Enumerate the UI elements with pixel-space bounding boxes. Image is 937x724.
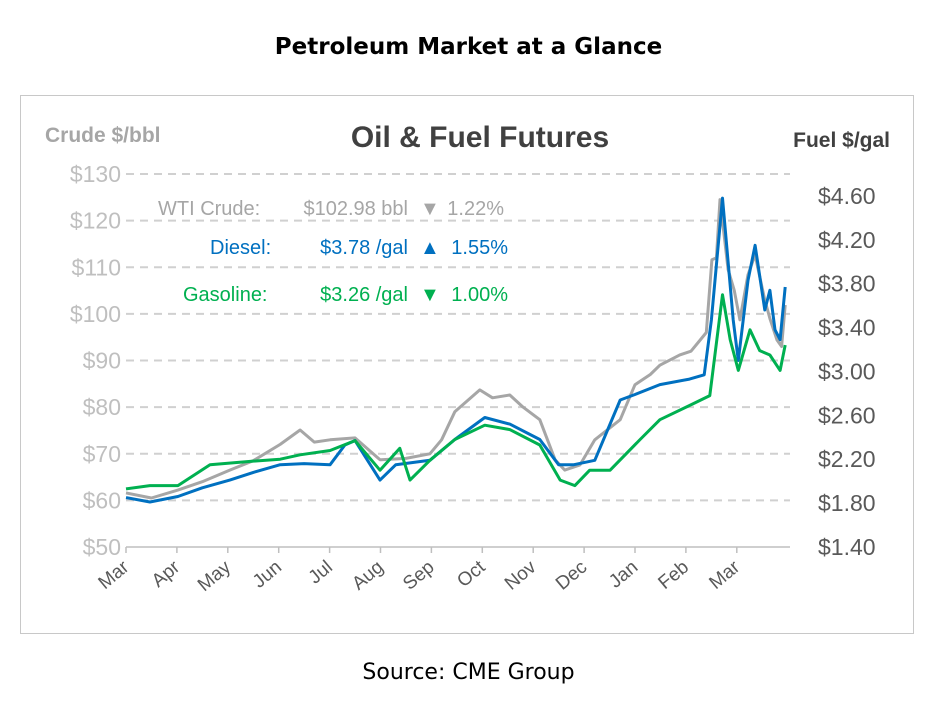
legend-price: $3.78 /gal xyxy=(320,237,408,259)
x-tick-label: Aug xyxy=(348,557,387,595)
left-tick-label: $50 xyxy=(83,534,121,560)
left-tick-label: $80 xyxy=(83,394,121,420)
x-tick-label: Jun xyxy=(249,557,286,593)
right-tick-label: $3.00 xyxy=(818,358,876,384)
left-tick-label: $130 xyxy=(70,161,121,187)
down-arrow-icon: ▼ xyxy=(420,198,440,220)
x-tick-label: May xyxy=(194,556,235,595)
series-line-diesel xyxy=(125,196,787,504)
right-tick-label: $3.80 xyxy=(818,271,876,297)
x-tick-label: Dec xyxy=(552,557,591,595)
left-tick-label: $70 xyxy=(83,441,121,467)
chart-title: Oil & Fuel Futures xyxy=(351,121,609,154)
right-tick-label: $2.20 xyxy=(818,446,876,472)
legend-change: 1.22% xyxy=(447,198,504,220)
legend-label: WTI Crude: xyxy=(158,198,260,220)
right-axis-label: Fuel $/gal xyxy=(793,129,890,152)
x-tick-label: Feb xyxy=(655,557,694,594)
left-tick-label: $90 xyxy=(83,348,121,374)
x-tick-label: Apr xyxy=(148,556,185,592)
x-tick-label: Jan xyxy=(605,557,642,593)
legend-price: $3.26 /gal xyxy=(320,284,408,306)
legend-change: 1.55% xyxy=(451,237,508,259)
right-tick-label: $4.20 xyxy=(818,227,876,253)
down-arrow-icon: ▼ xyxy=(420,284,440,306)
page-title: Petroleum Market at a Glance xyxy=(274,34,663,60)
left-axis-label: Crude $/bbl xyxy=(45,124,161,147)
x-tick-label: Sep xyxy=(399,557,438,595)
left-tick-label: $100 xyxy=(70,301,121,327)
left-tick-label: $110 xyxy=(72,254,121,280)
legend-label: Diesel: xyxy=(210,237,271,259)
right-tick-label: $1.40 xyxy=(818,534,876,560)
up-arrow-icon: ▲ xyxy=(420,237,440,259)
right-tick-label: $3.40 xyxy=(818,315,876,341)
legend-change: 1.00% xyxy=(451,284,508,306)
left-tick-label: $60 xyxy=(83,487,121,513)
legend-label: Gasoline: xyxy=(183,284,268,306)
x-tick-label: Oct xyxy=(453,556,490,592)
chart-frame xyxy=(20,95,914,634)
legend-price: $102.98 bbl xyxy=(303,198,408,220)
x-tick-label: Mar xyxy=(95,556,134,594)
x-tick-label: Nov xyxy=(501,556,541,594)
series-line-gasoline xyxy=(125,293,787,491)
source-note: Source: CME Group xyxy=(362,660,575,685)
right-tick-label: $2.60 xyxy=(818,402,876,428)
x-tick-label: Mar xyxy=(705,556,744,594)
left-tick-label: $120 xyxy=(70,208,121,234)
x-tick-label: Jul xyxy=(305,557,337,589)
right-tick-label: $1.80 xyxy=(818,490,876,516)
right-tick-label: $4.60 xyxy=(818,183,876,209)
